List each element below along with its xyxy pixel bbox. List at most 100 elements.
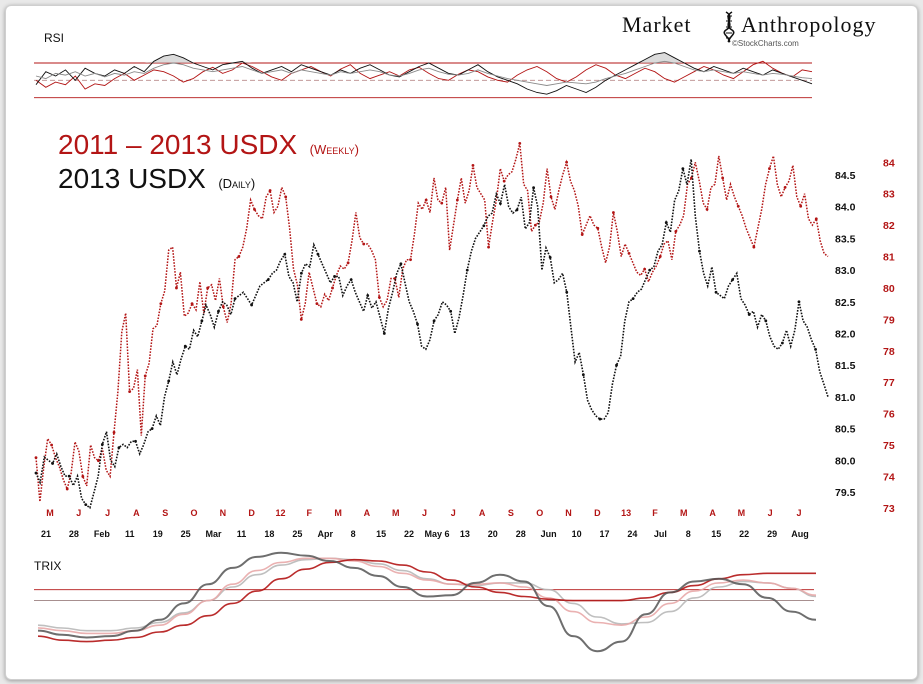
- daily-point: [581, 373, 585, 377]
- x-tick-red: N: [220, 508, 227, 518]
- weekly-point: [549, 195, 553, 199]
- x-tick-black: 8: [686, 529, 691, 539]
- x-tick-black: 11: [125, 529, 135, 539]
- trix-series-line-3: [37, 557, 817, 635]
- x-tick-black: 22: [404, 529, 414, 539]
- rsi-series-line-1: [35, 60, 813, 90]
- daily-point: [84, 503, 88, 507]
- x-tick-red: N: [565, 508, 572, 518]
- weekly-point: [455, 198, 459, 202]
- daily-point: [349, 278, 353, 282]
- x-tick-black: 15: [376, 529, 386, 539]
- trix-series-line-1: [37, 558, 816, 643]
- y-tick-red-82: 82: [883, 220, 895, 232]
- weekly-point: [65, 487, 69, 491]
- weekly-point: [143, 374, 147, 378]
- x-tick-black: 25: [181, 529, 191, 539]
- rsi-series-line-3: [35, 60, 813, 86]
- daily-point: [117, 446, 121, 450]
- daily-point: [134, 439, 137, 443]
- x-tick-red: O: [536, 508, 543, 518]
- chart-card: Market Anthropology ©StockCharts.com RSI…: [5, 5, 918, 680]
- y-tick-black-84.0: 84.0: [835, 202, 856, 214]
- weekly-point: [736, 204, 740, 208]
- title-line1-sub: (Weekly): [310, 142, 359, 157]
- daily-point: [515, 208, 519, 212]
- x-tick-black: 20: [488, 529, 498, 539]
- weekly-point: [705, 208, 709, 211]
- weekly-point: [97, 459, 100, 463]
- daily-point: [217, 309, 220, 313]
- rsi-overbought-fill: [36, 52, 812, 63]
- weekly-point: [299, 317, 303, 321]
- daily-point: [366, 294, 370, 297]
- weekly-point: [643, 267, 647, 271]
- weekly-point: [50, 443, 54, 447]
- x-tick-red: F: [652, 508, 658, 518]
- daily-point: [416, 322, 419, 326]
- trix-series-line-4: [37, 557, 817, 632]
- daily-point: [183, 344, 187, 348]
- weekly-point: [799, 204, 803, 208]
- daily-point: [648, 268, 652, 272]
- daily-point: [731, 278, 735, 282]
- y-tick-black-80.5: 80.5: [835, 424, 856, 436]
- weekly-point: [580, 233, 584, 236]
- weekly-point: [315, 302, 319, 306]
- daily-point: [598, 417, 602, 421]
- weekly-point: [34, 456, 38, 459]
- x-tick-red: O: [191, 508, 198, 518]
- daily-point: [432, 319, 436, 323]
- weekly-point: [565, 160, 569, 164]
- daily-point: [67, 474, 71, 478]
- x-tick-black: 28: [69, 529, 79, 539]
- weekly-point: [674, 229, 678, 233]
- x-tick-red: A: [364, 508, 371, 518]
- x-tick-black: 22: [739, 529, 749, 539]
- x-tick-red: M: [680, 508, 688, 518]
- x-tick-red: A: [133, 508, 140, 518]
- daily-point: [167, 379, 171, 383]
- x-tick-red: M: [392, 508, 400, 518]
- weekly-point: [721, 176, 725, 180]
- weekly-point: [752, 245, 756, 249]
- weekly-point: [440, 201, 444, 205]
- daily-point: [299, 271, 303, 275]
- weekly-point: [502, 179, 506, 183]
- x-tick-red: J: [76, 508, 81, 518]
- weekly-point: [206, 286, 210, 290]
- y-tick-red-81: 81: [883, 252, 895, 264]
- rsi-label: RSI: [44, 31, 64, 45]
- x-tick-black: Feb: [94, 529, 111, 539]
- x-tick-black: Jul: [654, 529, 667, 539]
- trix-label: TRIX: [34, 559, 61, 573]
- dna-helix-icon: [723, 11, 735, 43]
- x-tick-red: J: [768, 508, 773, 518]
- weekly-point: [128, 390, 132, 394]
- y-tick-red-83: 83: [883, 189, 895, 201]
- title-line1: 2011 – 2013 USDX (Weekly): [58, 129, 359, 160]
- y-tick-black-80.0: 80.0: [835, 455, 856, 467]
- y-tick-black-83.0: 83.0: [835, 265, 856, 277]
- y-tick-black-83.5: 83.5: [835, 233, 856, 245]
- daily-point: [814, 347, 817, 351]
- y-tick-red-76: 76: [883, 409, 895, 421]
- trix-panel: TRIX: [34, 551, 817, 653]
- weekly-point: [362, 242, 366, 246]
- x-tick-red: M: [738, 508, 746, 518]
- x-tick-black: Jun: [541, 529, 557, 539]
- y-tick-red-84: 84: [883, 157, 895, 169]
- daily-point: [200, 319, 204, 323]
- x-tick-red: J: [796, 508, 801, 518]
- daily-point: [250, 303, 254, 307]
- weekly-point: [409, 258, 412, 262]
- daily-point: [681, 167, 685, 171]
- daily-point: [714, 290, 718, 294]
- weekly-point: [253, 208, 256, 211]
- y-tick-red-77: 77: [883, 377, 895, 389]
- rsi-series-line-2: [35, 52, 813, 95]
- x-tick-black: 11: [237, 529, 247, 539]
- y-tick-red-74: 74: [883, 471, 895, 483]
- y-tick-black-82.5: 82.5: [835, 297, 856, 309]
- weekly-point: [596, 226, 600, 230]
